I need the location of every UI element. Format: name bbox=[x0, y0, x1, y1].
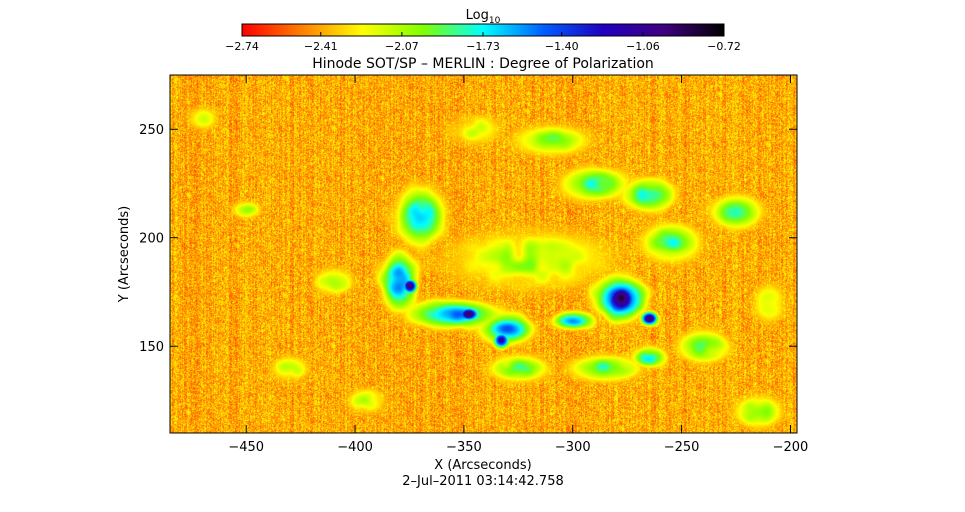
y-tick-label: 150 bbox=[139, 340, 164, 355]
x-axis-label: X (Arcseconds) bbox=[434, 458, 531, 473]
x-tick-label: −250 bbox=[664, 440, 700, 455]
colorbar-tick-label: −1.06 bbox=[626, 40, 660, 53]
x-tick-label: −200 bbox=[773, 440, 809, 455]
colorbar-tick-label: −0.72 bbox=[707, 40, 741, 53]
colorbar-label: Log10 bbox=[466, 8, 501, 26]
x-tick-label: −400 bbox=[337, 440, 373, 455]
colorbar-tick-label: −2.07 bbox=[385, 40, 419, 53]
x-tick-label: −450 bbox=[228, 440, 264, 455]
y-axis-label: Y (Arcseconds) bbox=[117, 206, 132, 303]
colorbar-tick-label: −2.74 bbox=[225, 40, 259, 53]
x-tick-label: −350 bbox=[446, 440, 482, 455]
x-tick-label: −300 bbox=[555, 440, 591, 455]
y-axis-ticks: 150 200 250 bbox=[139, 123, 797, 355]
plot-area: −450 −400 −350 −300 −250 −200 150 200 250 bbox=[139, 74, 808, 455]
colorbar-tick-label: −2.41 bbox=[304, 40, 338, 53]
colorbar-tick-label: −1.40 bbox=[545, 40, 579, 53]
y-tick-label: 250 bbox=[139, 123, 164, 138]
colorbar-label-main: Log bbox=[466, 8, 489, 23]
colorbar-label-sub: 10 bbox=[489, 16, 501, 26]
colorbar-tick-label: −1.73 bbox=[466, 40, 500, 53]
plot-frame bbox=[169, 74, 798, 434]
heatmap-image bbox=[170, 75, 797, 433]
chart-title: Hinode SOT/SP – MERLIN : Degree of Polar… bbox=[312, 56, 654, 72]
timestamp: 2–Jul–2011 03:14:42.758 bbox=[402, 474, 564, 489]
x-axis-ticks: −450 −400 −350 −300 −250 −200 bbox=[228, 75, 808, 455]
colorbar-ticks: −2.74 −2.41 −2.07 −1.73 −1.40 −1.06 −0.72 bbox=[225, 32, 741, 53]
colorbar: Log10 −2.74 −2.41 −2.07 −1.73 −1.40 −1.06 −0.7… bbox=[225, 8, 741, 53]
y-tick-label: 200 bbox=[139, 232, 164, 247]
